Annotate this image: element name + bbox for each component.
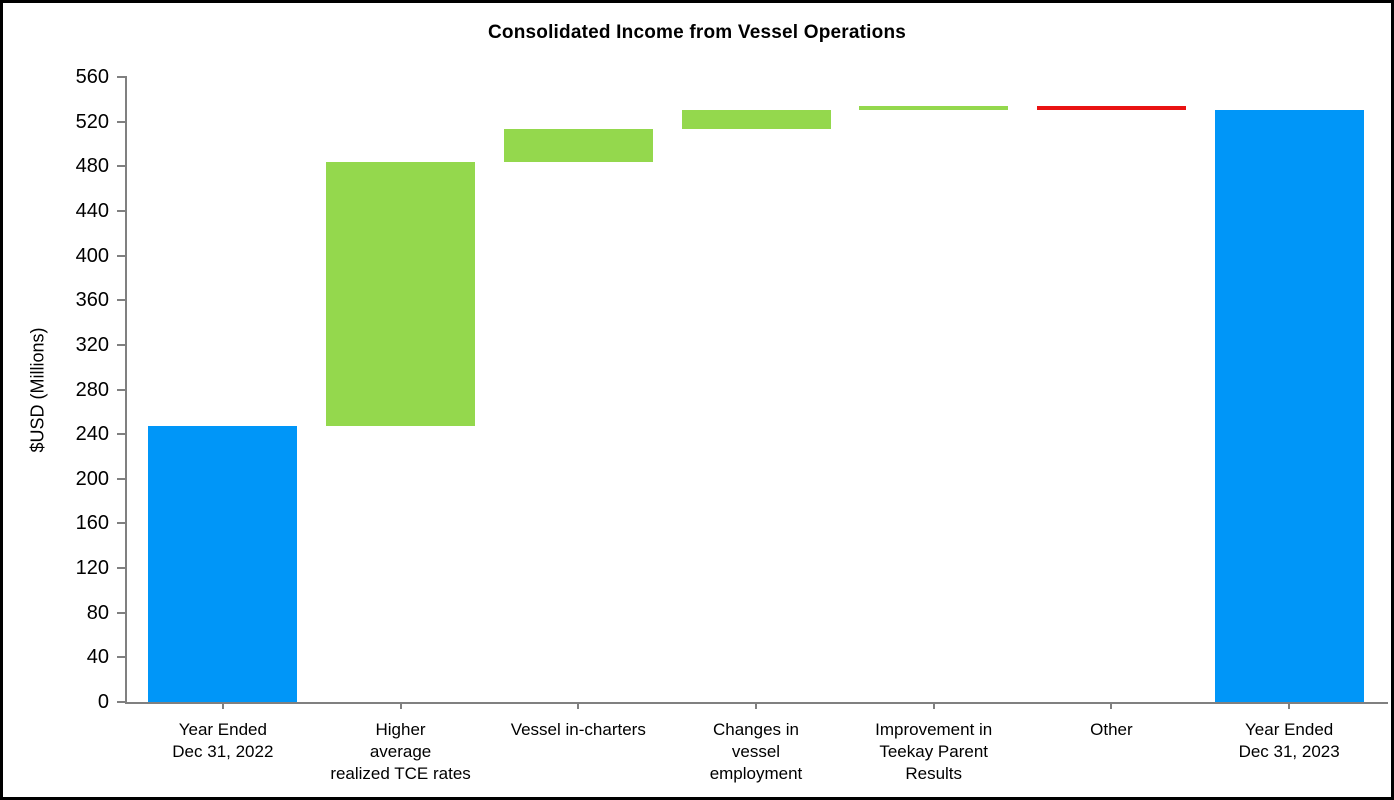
y-tick-label: 360 [75,289,109,312]
x-category-label: Changes in vessel employment [709,720,803,783]
x-tick [932,702,935,709]
x-tick [1288,702,1291,709]
y-tick [117,522,127,525]
waterfall-bar-increase [326,161,476,427]
y-tick-label: 520 [75,110,109,133]
y-tick [117,299,127,302]
x-category-label: Other [1090,720,1133,739]
y-tick [117,76,127,78]
y-tick-label: 40 [86,646,109,669]
y-tick [117,388,127,391]
waterfall-bar-increase [503,129,653,162]
y-tick-label: 280 [75,378,109,401]
waterfall-bar-total [1214,110,1364,702]
y-tick-label: 80 [86,601,109,624]
y-tick-label: 480 [75,155,109,178]
y-tick [117,209,127,212]
y-tick-label: 560 [75,66,109,88]
x-tick [221,702,224,709]
x-category-label: Year Ended Dec 31, 2023 [1238,720,1340,761]
y-tick-label: 440 [75,199,109,222]
x-category-label: Improvement in Teekay Parent Results [875,720,993,783]
y-tick-label: 120 [75,557,109,580]
x-category-label: Vessel in-charters [510,720,646,739]
x-tick [1110,702,1113,709]
y-tick [117,611,127,614]
y-tick-label: 0 [97,691,109,713]
plot-area: 0 40 80 120 160 200 240 280 320 360 400 440 480 520 56… [76,66,1388,783]
y-tick [117,433,127,436]
y-tick-label: 400 [75,244,109,267]
waterfall-bar-decrease [1036,106,1186,111]
y-tick [117,343,127,346]
chart-title: Consolidated Income from Vessel Operatio… [487,22,907,43]
x-category-label: Higher average realized TCE rates [330,720,471,783]
y-tick-label: 320 [75,333,109,356]
x-category-label: Year Ended Dec 31, 2022 [172,720,274,761]
y-tick-label: 160 [75,512,109,535]
x-tick [399,702,402,709]
y-tick [117,254,127,257]
waterfall-bar-total [148,426,298,702]
y-tick [117,656,127,659]
waterfall-bar-increase [859,106,1009,111]
y-tick [117,120,127,123]
y-tick [117,567,127,570]
y-tick-label: 200 [75,467,109,490]
x-tick [755,702,757,709]
x-tick [577,702,580,709]
y-tick-label: 240 [75,423,109,446]
y-tick [117,477,127,480]
waterfall-bar-increase [681,110,831,130]
y-tick [117,165,127,168]
y-tick [117,701,127,703]
y-axis-title: $USD (Millions) [27,327,48,453]
